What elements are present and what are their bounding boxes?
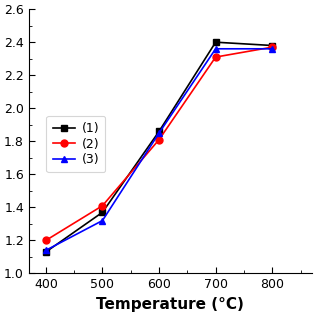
(2)	[157, 138, 161, 142]
(1)	[270, 44, 274, 47]
Legend: (1), (2), (3): (1), (2), (3)	[46, 116, 105, 172]
(1)	[157, 130, 161, 133]
Line: (3): (3)	[42, 45, 276, 254]
(2)	[270, 45, 274, 49]
(3)	[270, 47, 274, 51]
(1)	[44, 250, 48, 254]
(3)	[44, 248, 48, 252]
(2)	[100, 204, 104, 208]
(3)	[100, 219, 104, 222]
Line: (2): (2)	[42, 44, 276, 244]
(3)	[157, 131, 161, 135]
(2)	[44, 239, 48, 242]
Line: (1): (1)	[42, 39, 276, 255]
(2)	[214, 55, 217, 59]
X-axis label: Temperature (°C): Temperature (°C)	[96, 297, 244, 312]
(1)	[214, 40, 217, 44]
(1)	[100, 210, 104, 214]
(3)	[214, 47, 217, 51]
